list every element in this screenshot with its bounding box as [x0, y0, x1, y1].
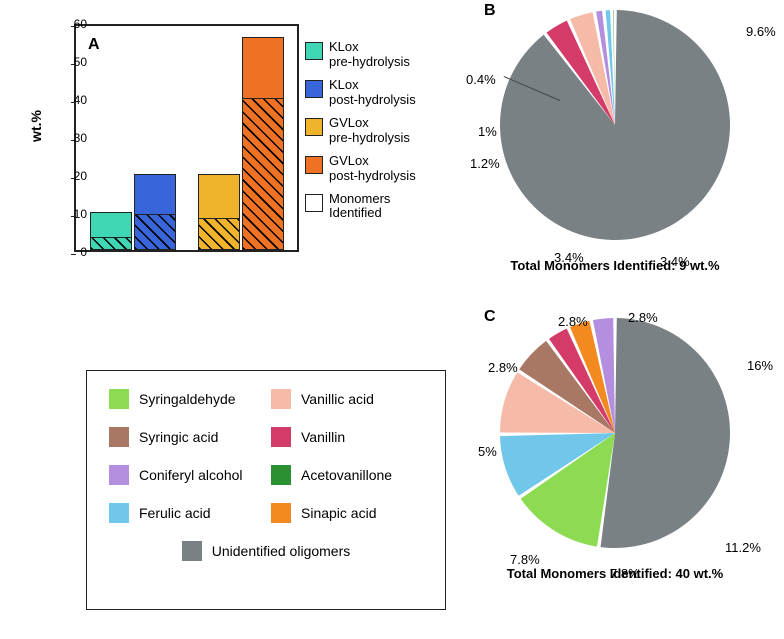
species-legend-grid: Syringaldehyde Vanillic acid Syringic acid… [109, 389, 423, 561]
legend-label: MonomersIdentified [329, 192, 439, 222]
bar-ytick: 30 [57, 131, 87, 145]
panel-label-a: A [88, 36, 100, 54]
bar-monomer-hatch [90, 237, 132, 250]
legend-label: GVLoxpost-hydrolysis [329, 154, 439, 184]
bar-monomer-hatch [198, 218, 240, 250]
species-legend: Syringaldehyde Vanillic acid Syringic acid… [86, 370, 446, 610]
bar-ytick: 10 [57, 207, 87, 221]
pie-slice-label: 2.8% [488, 360, 518, 375]
pie-slice-label: 1.2% [470, 156, 500, 171]
pie-slice-label: 3.4% [660, 254, 690, 269]
legend-swatch [305, 42, 323, 60]
pie-slice-label: 11.2% [725, 540, 761, 555]
bar-legend-item: GVLoxpost-hydrolysis [305, 154, 445, 184]
legend-label: Vanillic acid [301, 391, 374, 407]
legend-label: Unidentified oligomers [212, 543, 351, 559]
legend-label: Sinapic acid [301, 505, 377, 521]
legend-swatch [271, 427, 291, 447]
legend-label: GVLoxpre-hydrolysis [329, 116, 439, 146]
species-legend-item: Vanillic acid [271, 389, 423, 409]
pie-slice-label: 0.4% [466, 72, 496, 87]
panel-label-b: B [484, 2, 496, 20]
pie-b-chart [500, 10, 730, 240]
legend-swatch [109, 389, 129, 409]
legend-swatch [182, 541, 202, 561]
legend-label: KLoxpost-hydrolysis [329, 78, 439, 108]
bar-chart-panel: wt.% A 0 10 20 30 40 50 60 [30, 18, 315, 268]
pie-b-caption: Total Monomers Identified: 9 wt.% [470, 258, 760, 273]
pie-slice-label: 16% [747, 358, 773, 373]
pie-c-chart [500, 318, 730, 548]
legend-swatch [305, 194, 323, 212]
pie-slice-label: 1% [478, 124, 497, 139]
species-legend-item: Acetovanillone [271, 465, 423, 485]
legend-swatch [271, 389, 291, 409]
legend-label: Vanillin [301, 429, 345, 445]
legend-label: Ferulic acid [139, 505, 211, 521]
bar-ytick: 50 [57, 55, 87, 69]
pie-slice-label: 7.8% [510, 552, 540, 567]
legend-label: Syringic acid [139, 429, 218, 445]
bar-legend-item: GVLoxpre-hydrolysis [305, 116, 445, 146]
species-legend-item: Syringic acid [109, 427, 261, 447]
legend-swatch [109, 503, 129, 523]
legend-swatch [271, 465, 291, 485]
pie-b-panel: B Total Monomers Identified: 9 wt.% 9.6%… [500, 10, 760, 240]
bar-legend-item: MonomersIdentified [305, 192, 445, 222]
bar-monomer-hatch [134, 214, 176, 250]
species-legend-item: Coniferyl alcohol [109, 465, 261, 485]
bar-plot-area: A [74, 24, 299, 252]
bar-ytick: 40 [57, 93, 87, 107]
legend-swatch [305, 156, 323, 174]
pie-slice-label: 3.4% [554, 250, 584, 265]
legend-label: Coniferyl alcohol [139, 467, 243, 483]
species-legend-item: Syringaldehyde [109, 389, 261, 409]
bar-legend-item: KLoxpre-hydrolysis [305, 40, 445, 70]
bar-ytick: 20 [57, 169, 87, 183]
bar-legend: KLoxpre-hydrolysis KLoxpost-hydrolysis GVL… [305, 40, 445, 229]
species-legend-item: Sinapic acid [271, 503, 423, 523]
pie-slice [500, 10, 730, 240]
pie-slice [601, 318, 730, 548]
panel-label-c: C [484, 308, 496, 326]
pie-c-panel: C Total Monomers Identified: 40 wt.% 16%… [500, 318, 760, 548]
bar-legend-item: KLoxpost-hydrolysis [305, 78, 445, 108]
bar-ytick: 0 [57, 245, 87, 259]
legend-swatch [271, 503, 291, 523]
legend-swatch [109, 465, 129, 485]
legend-label: Syringaldehyde [139, 391, 236, 407]
legend-swatch [305, 80, 323, 98]
bar-ylabel: wt.% [28, 110, 44, 142]
pie-slice-label: 2.8% [628, 310, 658, 325]
species-legend-item: Ferulic acid [109, 503, 261, 523]
pie-slice-label: 7.8% [610, 566, 640, 581]
pie-slice-label: 5% [478, 444, 497, 459]
legend-swatch [109, 427, 129, 447]
legend-label: Acetovanillone [301, 467, 392, 483]
pie-slice-label: 2.8% [558, 314, 588, 329]
legend-swatch [305, 118, 323, 136]
species-legend-item: Unidentified oligomers [182, 541, 351, 561]
pie-slice-label: 9.6% [746, 24, 776, 39]
bar-ytick: 60 [57, 17, 87, 31]
bar-monomer-hatch [242, 98, 284, 250]
species-legend-item: Vanillin [271, 427, 423, 447]
legend-label: KLoxpre-hydrolysis [329, 40, 439, 70]
